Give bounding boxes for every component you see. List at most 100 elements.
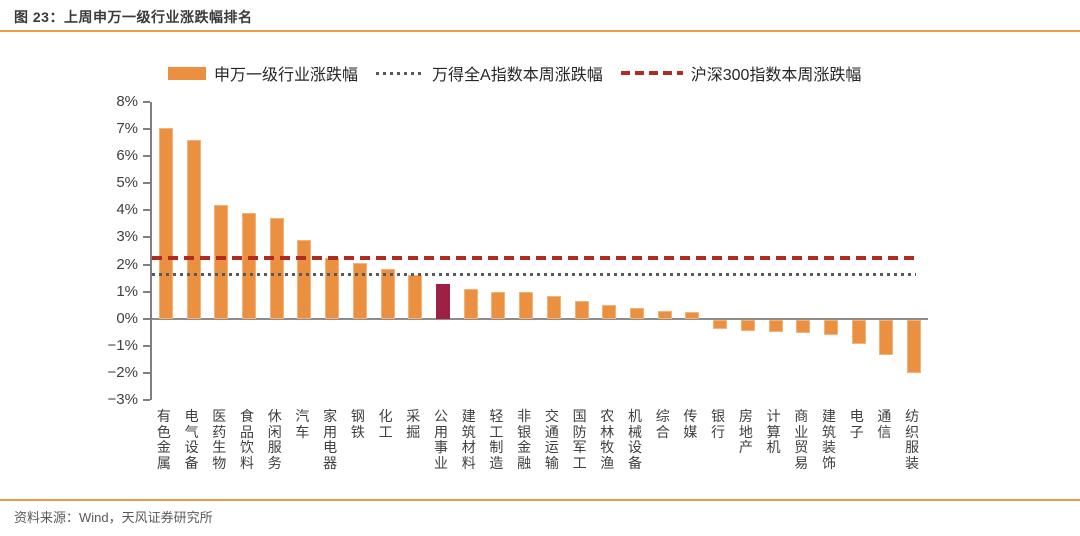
zero-axis-line [152, 317, 928, 320]
y-axis-tick [143, 182, 150, 185]
y-axis-tick [143, 263, 150, 266]
x-axis-label: 电气设备 [184, 408, 199, 471]
legend-item-wind-all-a: 万得全A指数本周涨跌幅 [376, 61, 603, 85]
x-axis-label: 有色金属 [156, 408, 171, 471]
y-axis-label: −1% [107, 336, 138, 354]
bar [436, 283, 450, 319]
y-axis-tick [143, 317, 150, 320]
x-axis-labels: 有色金属电气设备医药生物食品饮料休闲服务汽车家用电器钢铁化工采掘公用事业建筑材料… [150, 408, 926, 495]
bar [158, 127, 173, 319]
bar [630, 307, 644, 319]
bar [713, 319, 728, 330]
chart-legend: 申万一级行业涨跌幅 万得全A指数本周涨跌幅 沪深300指数本周涨跌幅 [168, 62, 861, 84]
bar [352, 263, 367, 319]
bar [851, 319, 866, 345]
legend-label: 申万一级行业涨跌幅 [214, 67, 359, 84]
x-axis-label: 电子 [849, 408, 864, 440]
x-axis-label: 钢铁 [350, 408, 365, 440]
y-axis-tick [143, 344, 150, 347]
bar [602, 305, 617, 319]
x-axis-label: 医药生物 [212, 408, 227, 471]
y-axis-label: 0% [116, 309, 138, 327]
legend-label: 万得全A指数本周涨跌幅 [432, 67, 603, 84]
y-axis-tick [143, 128, 150, 131]
plot-area [143, 101, 928, 401]
y-axis-tick [143, 290, 150, 293]
y-axis-labels: 8% 7% 6% 5% 4% 3% 2% 1% 0% −1% −2% −3% [0, 93, 148, 408]
legend-label: 沪深300指数本周涨跌幅 [690, 67, 862, 84]
y-axis-label: 8% [116, 93, 138, 110]
y-axis-label: −2% [107, 363, 138, 381]
y-axis-tick [143, 371, 150, 374]
x-axis-label: 公用事业 [434, 408, 448, 471]
y-axis-tick [143, 236, 150, 239]
x-axis-label: 计算机 [766, 408, 781, 455]
bar [214, 204, 229, 319]
figure-title: 图 23：上周申万一级行业涨跌幅排名 [14, 9, 253, 25]
bar [574, 301, 589, 319]
bar-swatch-icon [168, 66, 206, 80]
bar [907, 319, 922, 373]
x-axis-label: 休闲服务 [267, 408, 282, 471]
x-axis-label: 传媒 [683, 408, 698, 440]
x-axis-label: 家用电器 [323, 408, 338, 471]
x-axis-label: 食品饮料 [240, 408, 254, 471]
dotted-line-icon [376, 71, 425, 75]
x-axis-label: 纺织服装 [905, 408, 920, 471]
y-axis-label: 4% [116, 201, 138, 219]
y-axis-label: 6% [116, 147, 138, 165]
footer-divider-line [0, 499, 1080, 501]
x-axis-label: 房地产 [738, 408, 753, 455]
bar [325, 257, 340, 319]
bar [685, 311, 700, 319]
bar [824, 319, 838, 335]
bar [269, 218, 284, 319]
bar [657, 310, 672, 319]
y-axis-tick [143, 155, 150, 158]
bar [297, 240, 312, 319]
bar [408, 275, 423, 319]
y-axis-tick [143, 101, 150, 103]
x-axis-label: 建筑材料 [461, 408, 476, 471]
x-axis-label: 交通运输 [544, 408, 559, 471]
y-axis-tick [143, 399, 150, 401]
x-axis-label: 银行 [711, 408, 726, 440]
bar [380, 268, 395, 319]
x-axis-label: 汽车 [295, 408, 310, 440]
x-axis-label: 机械设备 [628, 408, 642, 471]
bar [546, 295, 561, 319]
y-axis-label: 7% [116, 120, 138, 138]
x-axis-label: 通信 [877, 408, 892, 440]
y-axis-label: 3% [116, 228, 138, 246]
x-axis-label: 建筑装饰 [822, 408, 836, 471]
x-axis-label: 国防军工 [572, 408, 587, 471]
bar [740, 319, 755, 331]
y-axis-label: 5% [116, 174, 138, 192]
x-axis-label: 农林牧渔 [600, 408, 615, 471]
dotted-reference-line [152, 273, 916, 277]
bar [796, 319, 811, 334]
legend-item-industry-bars: 申万一级行业涨跌幅 [168, 61, 358, 85]
x-axis-label: 综合 [655, 408, 670, 440]
y-axis-label: 2% [116, 255, 138, 273]
bar [768, 319, 783, 332]
x-axis-label: 商业贸易 [794, 408, 809, 471]
x-axis-label: 化工 [378, 408, 393, 440]
y-axis-label: −3% [107, 391, 138, 408]
dashed-line-icon [620, 71, 683, 75]
bar [242, 213, 256, 319]
x-axis-label: 非银金融 [517, 408, 532, 471]
y-axis-label: 1% [116, 282, 138, 300]
bar [463, 288, 478, 319]
x-axis-label: 轻工制造 [489, 408, 504, 471]
bar [519, 291, 534, 319]
dashed-reference-line [152, 255, 916, 260]
title-divider-line [0, 30, 1080, 32]
legend-item-hs300: 沪深300指数本周涨跌幅 [620, 61, 862, 85]
bar [491, 291, 506, 319]
bar [186, 139, 201, 319]
x-axis-label: 采掘 [406, 408, 421, 440]
bar [879, 319, 894, 355]
y-axis-tick [143, 209, 150, 212]
source-note: 资料来源：Wind，天风证券研究所 [14, 510, 213, 525]
